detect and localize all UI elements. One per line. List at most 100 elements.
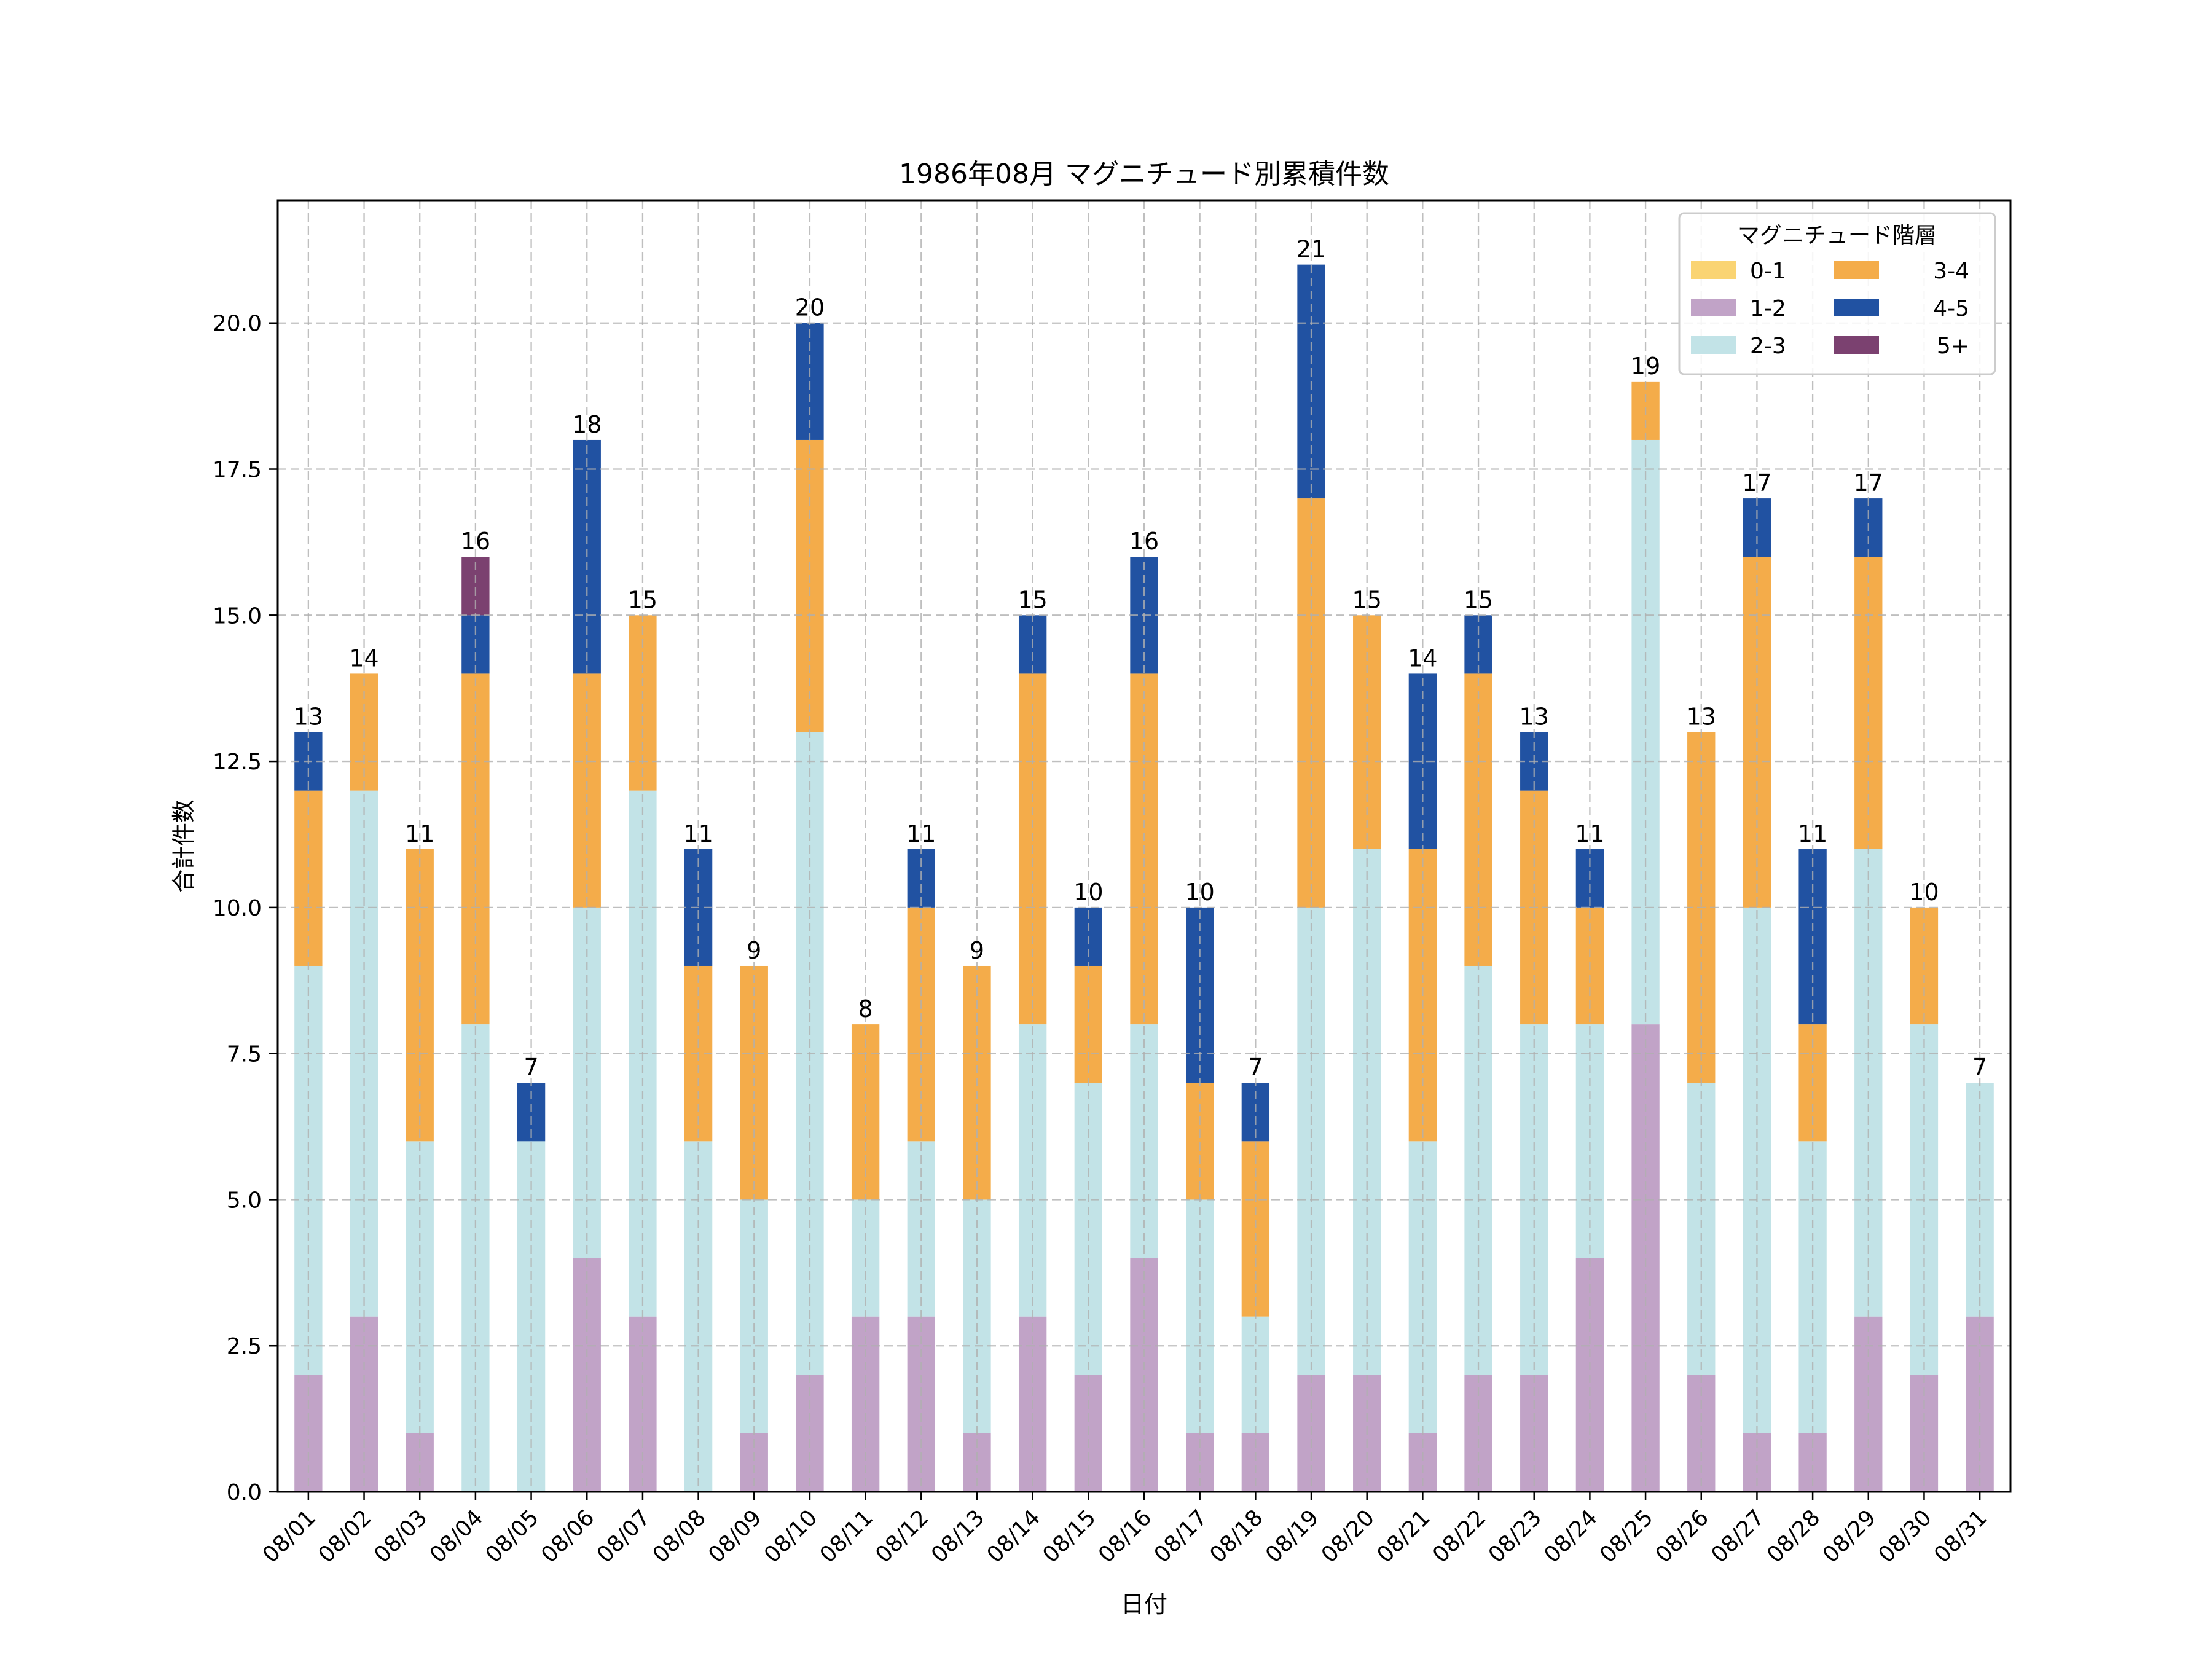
x-tick-label: 08/22 <box>1428 1505 1491 1567</box>
bar-segment <box>1297 907 1325 1375</box>
x-tick-label: 08/23 <box>1484 1505 1547 1567</box>
bar-total-label: 9 <box>747 937 761 964</box>
bar-segment <box>1186 1083 1214 1200</box>
bar-total-label: 15 <box>1464 586 1493 613</box>
bar-total-label: 10 <box>1073 879 1103 906</box>
y-axis-ticks: 0.0 2.5 5.0 7.5 10.0 12.5 15.0 17.5 20.0 <box>213 312 278 1505</box>
y-tick-label: 7.5 <box>227 1042 262 1067</box>
bar-segment <box>573 673 601 908</box>
x-tick-label: 08/13 <box>927 1505 989 1567</box>
x-tick-label: 08/25 <box>1595 1505 1658 1567</box>
bar-total-label: 16 <box>1129 528 1159 555</box>
x-tick-label: 08/08 <box>648 1505 711 1567</box>
bar-total-label: 15 <box>1018 586 1047 613</box>
x-tick-label: 08/18 <box>1205 1505 1268 1567</box>
x-tick-label: 08/05 <box>481 1505 544 1567</box>
x-tick-label: 08/17 <box>1150 1505 1212 1567</box>
x-tick-label: 08/24 <box>1539 1505 1602 1567</box>
bar-total-label: 7 <box>1248 1054 1263 1081</box>
x-tick-label: 08/12 <box>871 1505 933 1567</box>
bar-total-label: 17 <box>1854 469 1883 496</box>
bar-total-label: 11 <box>683 820 713 847</box>
x-tick-label: 08/03 <box>369 1505 432 1567</box>
bar-segment <box>907 907 935 1142</box>
legend-label: 4-5 <box>1933 296 1969 321</box>
bar-total-label: 7 <box>524 1054 538 1081</box>
x-tick-label: 08/27 <box>1706 1505 1769 1567</box>
bar-total-label: 14 <box>349 645 378 672</box>
x-tick-label: 08/31 <box>1929 1505 1992 1567</box>
x-axis-label: 日付 <box>1121 1591 1167 1618</box>
y-tick-label: 12.5 <box>213 750 262 775</box>
bar-total-label: 13 <box>294 704 323 731</box>
grid-lines <box>278 200 2010 1493</box>
bar-total-label: 20 <box>795 294 825 321</box>
legend-label: 2-3 <box>1750 334 1786 359</box>
x-tick-label: 08/14 <box>982 1505 1045 1567</box>
bar-total-label: 15 <box>1352 586 1382 613</box>
bar-total-label: 21 <box>1296 236 1326 263</box>
bar-segment <box>796 439 824 732</box>
chart-title: 1986年08月 マグニチュード別累積件数 <box>899 159 1389 190</box>
legend-frame <box>1678 212 1996 375</box>
legend-label: 5+ <box>1937 334 1969 359</box>
x-tick-label: 08/26 <box>1651 1505 1714 1567</box>
x-tick-label: 08/09 <box>704 1505 766 1567</box>
bar-total-label: 7 <box>1972 1054 1987 1081</box>
bar-total-label: 8 <box>858 995 873 1022</box>
y-tick-label: 15.0 <box>213 603 262 629</box>
bar-total-label: 13 <box>1520 704 1549 731</box>
x-tick-label: 08/07 <box>592 1505 655 1567</box>
legend-label: 0-1 <box>1750 259 1786 284</box>
x-tick-label: 08/04 <box>425 1505 488 1567</box>
bar-total-label: 18 <box>572 411 602 438</box>
legend-swatch <box>1834 261 1879 279</box>
x-tick-label: 08/19 <box>1261 1505 1324 1567</box>
legend-swatch <box>1691 299 1736 316</box>
y-tick-label: 5.0 <box>227 1188 262 1213</box>
y-tick-label: 17.5 <box>213 458 262 483</box>
x-tick-label: 08/06 <box>536 1505 599 1567</box>
bar-total-label: 11 <box>405 820 434 847</box>
y-tick-label: 20.0 <box>213 312 262 337</box>
bar-total-label: 14 <box>1408 645 1437 672</box>
bar-total-label: 11 <box>1575 820 1604 847</box>
bar-segment <box>1575 1024 1604 1258</box>
bar-total-label: 9 <box>970 937 984 964</box>
bar-total-label: 13 <box>1687 704 1716 731</box>
x-tick-label: 08/21 <box>1372 1505 1435 1567</box>
y-tick-label: 10.0 <box>213 896 262 921</box>
bar-total-label: 15 <box>628 586 657 613</box>
x-tick-label: 08/28 <box>1762 1505 1825 1567</box>
x-tick-label: 08/11 <box>815 1505 878 1567</box>
x-tick-label: 08/16 <box>1094 1505 1156 1567</box>
y-axis-label: 合計件数 <box>170 799 197 893</box>
legend-swatch <box>1834 299 1879 316</box>
bar-total-label: 11 <box>906 820 936 847</box>
bar-total-label: 16 <box>461 528 490 555</box>
y-tick-label: 2.5 <box>227 1334 262 1359</box>
legend-swatch <box>1691 336 1736 354</box>
x-tick-label: 08/15 <box>1038 1505 1100 1567</box>
bar-total-label: 11 <box>1798 820 1827 847</box>
legend-swatch <box>1834 336 1879 354</box>
x-tick-label: 08/02 <box>314 1505 377 1567</box>
bar-total-label: 19 <box>1631 353 1660 380</box>
legend: マグニチュード階層 0-1 1-2 2-3 3-4 4-5 5+ <box>1678 212 1996 375</box>
x-axis-ticks: 08/0108/0208/0308/0408/0508/0608/0708/08… <box>258 1492 1992 1568</box>
bar-segment <box>1074 965 1102 1083</box>
bar-segment <box>851 1199 880 1317</box>
legend-label: 1-2 <box>1750 296 1786 321</box>
y-tick-label: 0.0 <box>227 1480 262 1505</box>
legend-label: 3-4 <box>1933 259 1969 284</box>
x-tick-label: 08/10 <box>759 1505 822 1567</box>
x-tick-label: 08/01 <box>258 1505 321 1567</box>
x-tick-label: 08/20 <box>1317 1505 1379 1567</box>
bar-segment <box>1130 1024 1158 1258</box>
x-tick-label: 08/30 <box>1873 1505 1936 1567</box>
legend-title: マグニチュード階層 <box>1738 223 1937 248</box>
bar-total-labels: 13 14 11 16 7 18 15 11 9 20 8 11 9 15 10 16 10 7 21 15 14 15 1… <box>294 236 1988 1081</box>
bar-total-label: 10 <box>1909 879 1939 906</box>
x-tick-label: 08/29 <box>1818 1505 1881 1567</box>
